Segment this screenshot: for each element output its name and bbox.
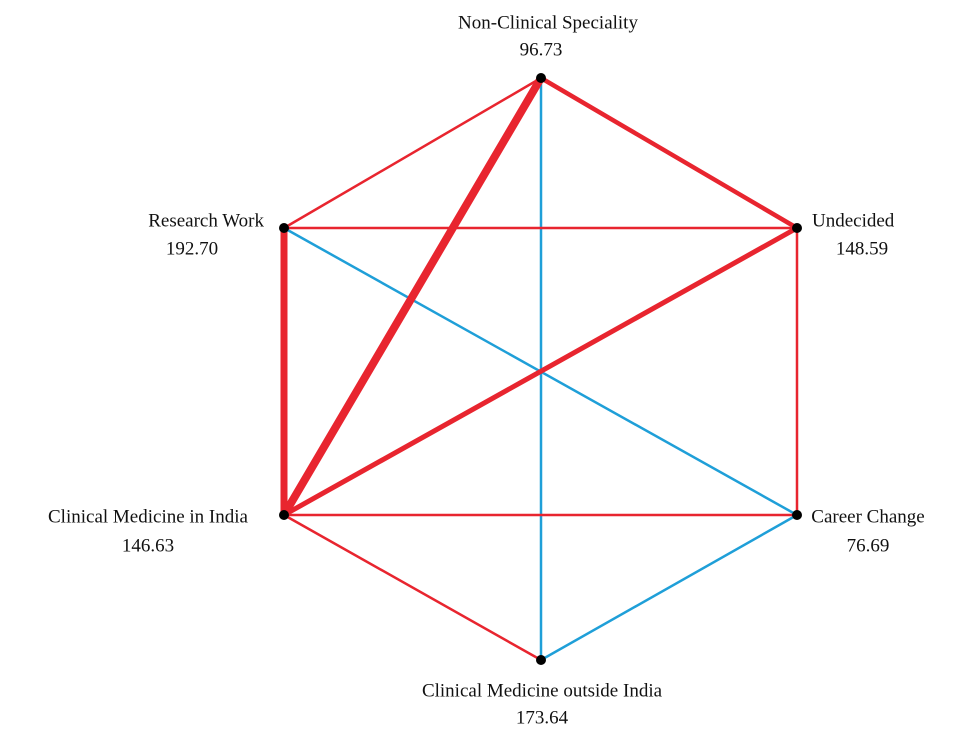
edge [538,75,800,231]
node-label: Clinical Medicine in India [48,506,249,527]
node-label: Undecided [812,210,895,231]
node-label: Non-Clinical Speciality [458,12,638,33]
labels: Non-Clinical Speciality 96.73 Undecided … [48,12,925,728]
edge [281,225,800,518]
node [536,73,546,83]
node [792,223,802,233]
edge [539,513,799,662]
node-value: 148.59 [836,238,888,259]
edges [280,74,800,662]
edge [282,76,543,230]
node [279,510,289,520]
node-label: Clinical Medicine outside India [422,680,663,701]
edge [282,513,543,662]
node-label: Career Change [811,506,924,527]
node-value: 96.73 [520,39,563,60]
node [536,655,546,665]
node [279,223,289,233]
edge [280,74,545,519]
node-value: 146.63 [122,535,174,556]
node-label: Research Work [148,210,264,231]
node-value: 173.64 [516,707,569,728]
node [792,510,802,520]
node-value: 76.69 [847,535,890,556]
nodes [279,73,802,665]
node-value: 192.70 [166,238,218,259]
